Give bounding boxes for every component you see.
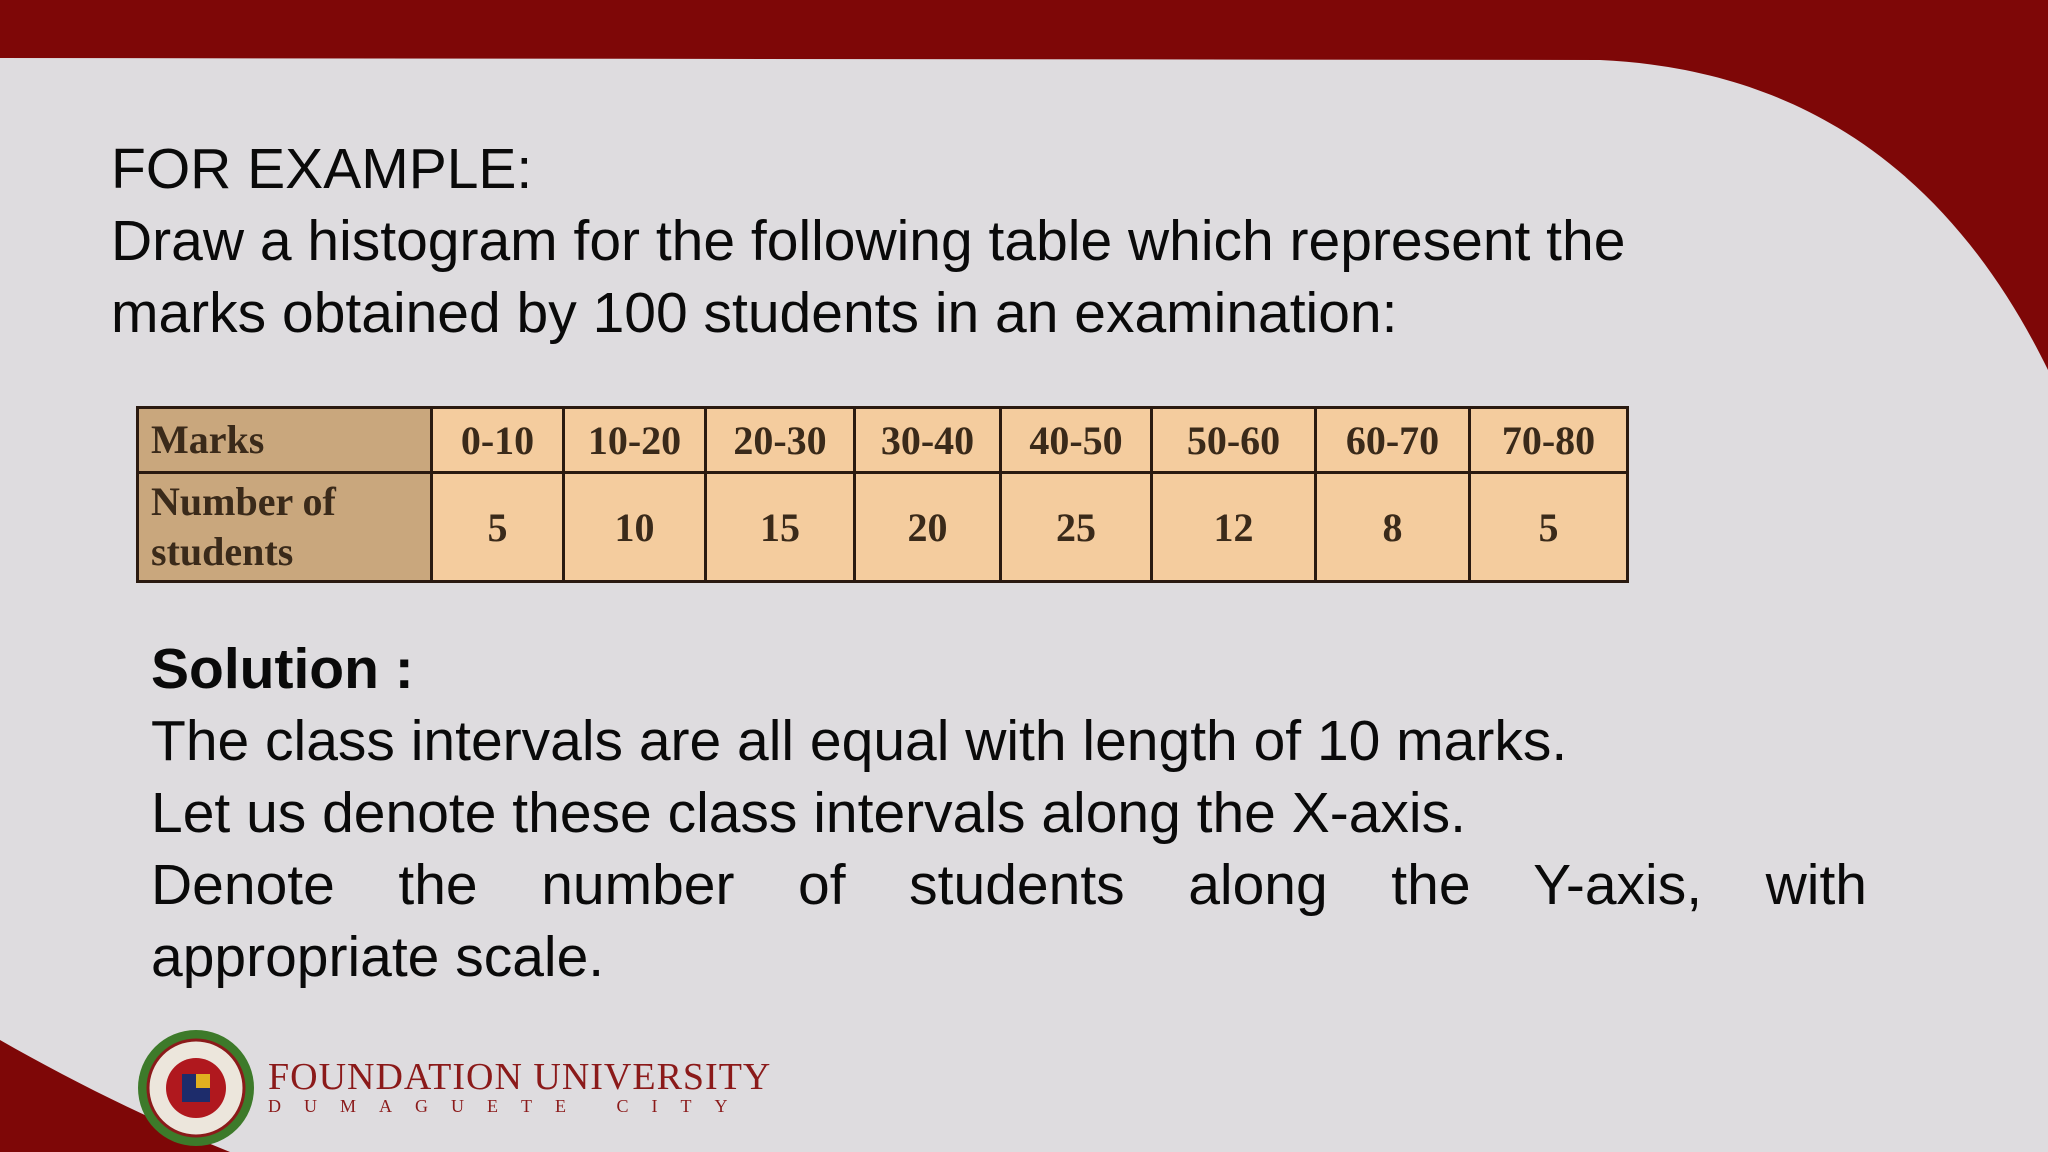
cell: 5	[1468, 471, 1629, 583]
solution-line: Let us denote these class intervals alon…	[151, 781, 1466, 845]
cell: 30-40	[853, 406, 1002, 474]
heading: FOR EXAMPLE:	[111, 137, 533, 201]
solution-line: Denote the number of students along the …	[151, 853, 1867, 917]
cell: 10	[562, 471, 707, 583]
table-row: Marks 0-10 10-20 20-30 30-40 40-50 50-60…	[136, 406, 1629, 474]
intro: Draw a histogram for the following table…	[111, 205, 1625, 349]
cell: 5	[430, 471, 565, 583]
solution: Solution : The class intervals are all e…	[151, 633, 1867, 993]
cell: 40-50	[999, 406, 1153, 474]
solution-title: Solution :	[151, 637, 414, 701]
cell: 10-20	[562, 406, 707, 474]
solution-line: appropriate scale.	[151, 925, 605, 989]
logo-place: DUMAGUETE CITY	[268, 1096, 751, 1116]
cell: 8	[1314, 471, 1471, 583]
cell: 15	[704, 471, 856, 583]
top-band	[0, 0, 2048, 370]
cell: 70-80	[1468, 406, 1629, 474]
row-header: Marks	[136, 406, 433, 474]
intro-line: marks obtained by 100 students in an exa…	[111, 281, 1398, 345]
row-header: Number of students	[136, 471, 433, 583]
cell: 12	[1150, 471, 1317, 583]
cell: 0-10	[430, 406, 565, 474]
solution-line: The class intervals are all equal with l…	[151, 709, 1568, 773]
seal	[138, 1030, 254, 1146]
cell: 20-30	[704, 406, 856, 474]
table-row: Number of students 5 10 15 20 25 12 8 5	[136, 471, 1629, 583]
logo-name: FOUNDATION UNIVERSITY	[268, 1056, 772, 1098]
bottom-corner	[0, 1040, 230, 1152]
cell: 20	[853, 471, 1002, 583]
seal-shield-quarter	[196, 1074, 210, 1088]
cell: 25	[999, 471, 1153, 583]
cell: 60-70	[1314, 406, 1471, 474]
cell: 50-60	[1150, 406, 1317, 474]
data-table: Marks 0-10 10-20 20-30 30-40 40-50 50-60…	[136, 406, 1629, 583]
intro-line: Draw a histogram for the following table…	[111, 209, 1626, 273]
